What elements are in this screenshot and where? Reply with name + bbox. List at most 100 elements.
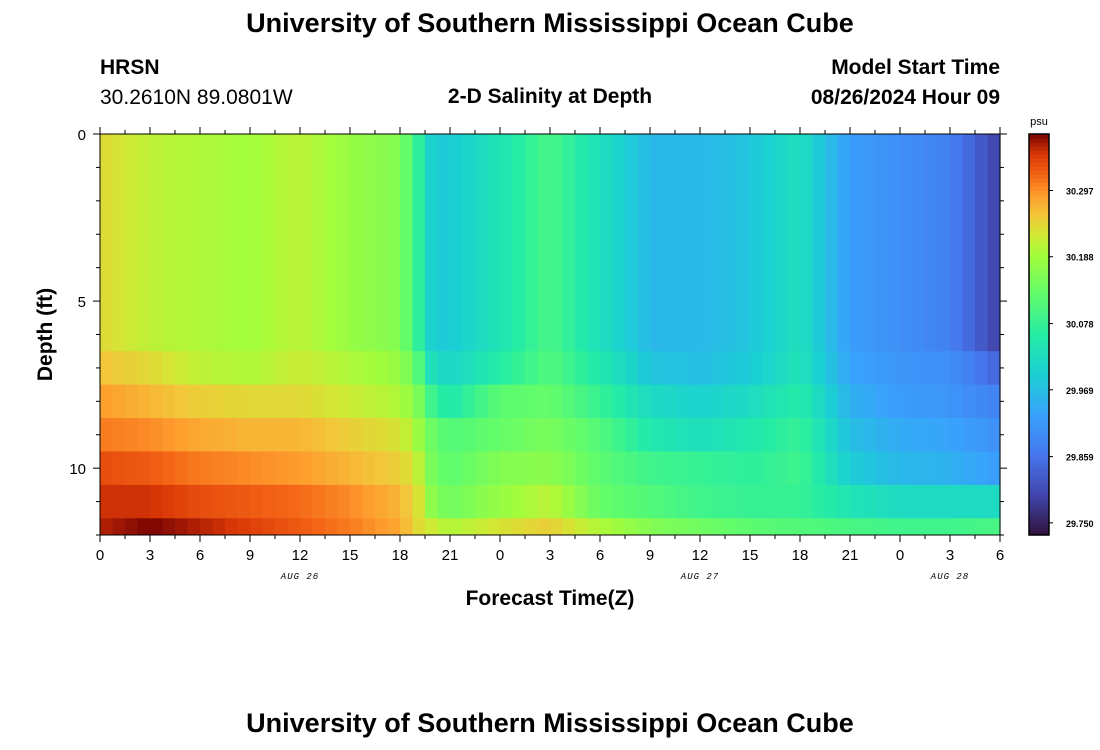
heatmap-cell: [987, 384, 1001, 419]
heatmap-cell: [550, 384, 564, 419]
heatmap-cell: [537, 484, 551, 519]
heatmap-cell: [850, 384, 864, 419]
heatmap-cell: [675, 351, 689, 386]
heatmap-cell: [225, 384, 239, 419]
heatmap-cell: [100, 518, 114, 536]
heatmap-cell: [200, 484, 214, 519]
heatmap-cell: [237, 418, 251, 452]
heatmap-cell: [700, 134, 714, 352]
heatmap-cell: [487, 451, 501, 486]
heatmap-cell: [250, 351, 264, 386]
heatmap-cell: [837, 134, 851, 352]
colorbar-segment: [1029, 418, 1049, 424]
colorbar-segment: [1029, 410, 1049, 416]
heatmap-cell: [612, 451, 626, 486]
colorbar-segment: [1029, 294, 1049, 299]
heatmap-cell: [912, 134, 926, 352]
heatmap-cell: [750, 134, 764, 352]
heatmap-cell: [412, 451, 426, 486]
heatmap-cell: [137, 351, 151, 386]
heatmap-cell: [650, 451, 664, 486]
heatmap-cell: [275, 134, 289, 352]
heatmap-cell: [825, 384, 839, 419]
heatmap-cell: [950, 134, 964, 352]
colorbar-segment: [1029, 222, 1049, 227]
heatmap-cell: [175, 451, 189, 486]
heatmap-cell: [862, 134, 876, 352]
heatmap-cell: [225, 451, 239, 486]
heatmap-cell: [725, 418, 739, 452]
heatmap-cell: [250, 451, 264, 486]
heatmap-cell: [887, 451, 901, 486]
heatmap-cell: [912, 418, 926, 452]
colorbar-segment: [1029, 182, 1049, 187]
heatmap-cell: [175, 518, 189, 536]
heatmap-cell: [350, 134, 364, 352]
heatmap-cell: [412, 351, 426, 386]
heatmap-cell: [787, 134, 801, 352]
heatmap-cell: [250, 134, 264, 352]
heatmap-cell: [187, 418, 201, 452]
colorbar-segment: [1029, 142, 1049, 147]
heatmap-cell: [100, 418, 114, 452]
heatmap-cell: [162, 384, 176, 419]
heatmap-cell: [650, 518, 664, 536]
heatmap-cell: [325, 518, 339, 536]
heatmap-cell: [387, 451, 401, 486]
heatmap-cell: [687, 418, 701, 452]
heatmap-cell: [350, 418, 364, 452]
heatmap-cell: [637, 134, 651, 352]
heatmap-cell: [375, 451, 389, 486]
heatmap-cell: [812, 451, 826, 486]
heatmap-cell: [375, 351, 389, 386]
heatmap-cell: [962, 384, 976, 419]
heatmap-cell: [425, 384, 439, 419]
heatmap-cell: [400, 134, 414, 352]
heatmap-cell: [737, 484, 751, 519]
heatmap-cell: [887, 134, 901, 352]
heatmap-cell: [887, 384, 901, 419]
x-tick-label: 6: [196, 547, 204, 564]
heatmap-cell: [925, 484, 939, 519]
heatmap-cell: [162, 134, 176, 352]
colorbar-segment: [1029, 442, 1049, 448]
colorbar-segment: [1029, 378, 1049, 384]
heatmap-cell: [512, 451, 526, 486]
heatmap-cell: [512, 418, 526, 452]
heatmap-cell: [537, 351, 551, 386]
heatmap-cell: [487, 384, 501, 419]
colorbar-tick-label: 29.969: [1066, 386, 1094, 396]
heatmap-cell: [450, 484, 464, 519]
heatmap-cell: [212, 518, 226, 536]
heatmap-cell: [925, 518, 939, 536]
colorbar-segment: [1029, 254, 1049, 259]
heatmap-cell: [387, 351, 401, 386]
heatmap-cell: [437, 518, 451, 536]
heatmap-cell: [687, 484, 701, 519]
heatmap-cell: [775, 451, 789, 486]
colorbar-segment: [1029, 402, 1049, 408]
heatmap-cell: [975, 134, 989, 352]
colorbar-segment: [1029, 470, 1049, 476]
heatmap-cell: [562, 351, 576, 386]
heatmap-cell: [187, 451, 201, 486]
heatmap-cell: [562, 384, 576, 419]
heatmap-cell: [287, 518, 301, 536]
heatmap-cell: [662, 451, 676, 486]
heatmap-cell: [437, 134, 451, 352]
x-tick-label: 18: [792, 547, 809, 564]
heatmap-cell: [387, 384, 401, 419]
heatmap-cell: [462, 351, 476, 386]
heatmap-cell: [275, 484, 289, 519]
heatmap-cell: [150, 134, 164, 352]
heatmap-cell: [187, 518, 201, 536]
heatmap-cell: [537, 518, 551, 536]
colorbar-segment: [1029, 322, 1049, 327]
heatmap-cell: [862, 484, 876, 519]
heatmap-cell: [112, 134, 126, 352]
heatmap-cell: [412, 134, 426, 352]
heatmap-cell: [900, 351, 914, 386]
heatmap-cell: [937, 418, 951, 452]
heatmap-cell: [200, 451, 214, 486]
colorbar-segment: [1029, 426, 1049, 432]
